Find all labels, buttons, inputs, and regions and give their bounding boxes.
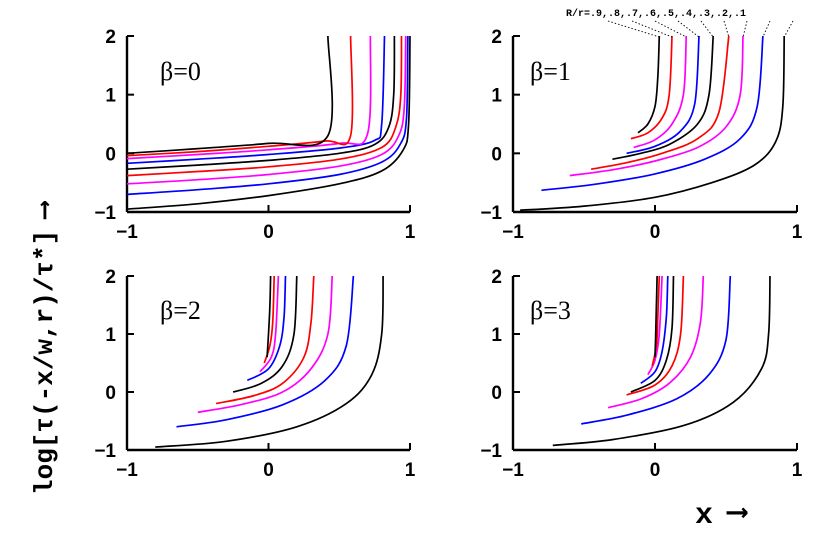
x-tick-label: 1: [405, 460, 416, 481]
panel-1-axes: −1 0 1 −1 0 1 2: [480, 27, 802, 243]
curve-series-8: [637, 35, 661, 134]
y-tick-label: 1: [491, 325, 502, 346]
r-ratio-leader: [783, 20, 794, 38]
x-tick-label: 0: [650, 460, 661, 481]
r-ratio-leader: [700, 20, 714, 38]
y-tick-label: −1: [480, 441, 502, 462]
y-tick-label: 2: [105, 27, 116, 48]
x-tick-label: 0: [263, 222, 274, 243]
y-tick-label: 2: [105, 267, 116, 288]
curve-series-7: [630, 35, 673, 140]
curve-series-8: [654, 275, 658, 358]
curve-series-4: [232, 275, 298, 393]
curve-series-4: [612, 35, 715, 161]
curve-series-7: [651, 275, 661, 367]
curve-series-4: [126, 35, 396, 171]
curve-series-2: [126, 35, 407, 185]
curve-series-5: [126, 35, 386, 165]
x-tick-label: 0: [650, 222, 661, 243]
y-tick-label: −1: [480, 203, 502, 224]
curve-series-6: [633, 35, 688, 149]
curve-series-5: [640, 275, 669, 384]
curve-series-0: [520, 35, 786, 212]
r-ratio-leader: [677, 20, 700, 38]
curve-series-5: [246, 275, 287, 382]
curve-series-2: [197, 275, 334, 414]
y-tick-label: −1: [94, 441, 116, 462]
x-tick-label: 0: [263, 460, 274, 481]
curve-series-0: [552, 275, 771, 447]
x-tick-label: 1: [792, 460, 803, 481]
curves-layer: [126, 35, 786, 448]
y-axis-label-group: log[τ(-x/w,r)/τ*] ⟶: [30, 201, 60, 495]
y-axis-label: log[τ(-x/w,r)/τ*]: [30, 230, 60, 495]
curve-series-6: [126, 35, 372, 160]
curve-series-4: [630, 275, 675, 393]
curve-series-1: [126, 35, 409, 196]
y-tick-label: 1: [105, 86, 116, 107]
panel-label-beta-3: β=3: [530, 296, 571, 325]
curve-series-2: [569, 35, 744, 177]
x-tick-label: 1: [405, 222, 416, 243]
panel-label-beta-0: β=0: [160, 57, 201, 86]
y-tick-label: −1: [94, 203, 116, 224]
panel-label-beta-1: β=1: [530, 57, 571, 86]
x-axis-label: x: [695, 499, 713, 533]
y-axis-arrow-icon: ⟶: [30, 201, 60, 220]
y-tick-label: 1: [105, 325, 116, 346]
panel-3-axes: −1 0 1 −1 0 1 2: [480, 267, 802, 481]
curve-series-1: [176, 275, 355, 428]
x-tick-label: −1: [116, 222, 138, 243]
curve-series-3: [590, 35, 730, 171]
curve-series-1: [541, 35, 764, 192]
y-tick-label: 2: [491, 27, 502, 48]
panel-1-curves: [520, 35, 786, 212]
curve-series-0: [155, 275, 384, 448]
curve-series-1: [581, 275, 732, 425]
panel-2-curves: [155, 275, 384, 448]
r-ratio-leader: [723, 20, 730, 38]
curve-series-8: [126, 35, 334, 155]
curve-series-8: [266, 275, 272, 358]
r-ratio-label: R/r=.9,.8,.7,.6,.5,.4,.3,.2,.1: [566, 8, 746, 20]
curve-series-3: [126, 35, 403, 177]
curve-series-0: [126, 35, 411, 210]
x-tick-label: 1: [792, 222, 803, 243]
panel-3-curves: [552, 275, 771, 447]
r-ratio-leader: [631, 20, 673, 38]
x-axis-arrow-icon: ⟶: [726, 497, 748, 531]
r-ratio-leaders: [607, 20, 794, 38]
curve-series-5: [626, 35, 700, 155]
y-tick-label: 0: [105, 144, 116, 165]
r-ratio-leader: [742, 20, 748, 38]
panel-2-axes: −1 0 1 −1 0 1 2: [94, 267, 415, 481]
panel-label-beta-2: β=2: [160, 296, 201, 325]
curve-series-3: [215, 275, 315, 405]
panel-0-curves: [126, 35, 411, 210]
curve-series-3: [626, 275, 685, 396]
curve-series-6: [259, 275, 280, 373]
panel-0-axes: −1 0 1 −1 0 1 2: [94, 27, 415, 243]
r-ratio-leader: [654, 20, 687, 38]
curve-series-2: [607, 275, 705, 409]
y-tick-label: 0: [105, 383, 116, 404]
curve-series-6: [647, 275, 663, 376]
curve-series-7: [126, 35, 354, 157]
r-ratio-leader: [762, 20, 771, 38]
axes-layer: −1 0 1 −1 0 1 2 −1 0 1 −1 0 1 2 −1 0 1 −1 0 1 2 −1 0 1 −1 0 1 2: [94, 27, 802, 481]
x-tick-label: −1: [116, 460, 138, 481]
y-tick-label: 1: [491, 86, 502, 107]
y-tick-label: 0: [491, 383, 502, 404]
x-tick-label: −1: [502, 222, 524, 243]
x-tick-label: −1: [502, 460, 524, 481]
y-tick-label: 2: [491, 267, 502, 288]
y-tick-label: 0: [491, 144, 502, 165]
